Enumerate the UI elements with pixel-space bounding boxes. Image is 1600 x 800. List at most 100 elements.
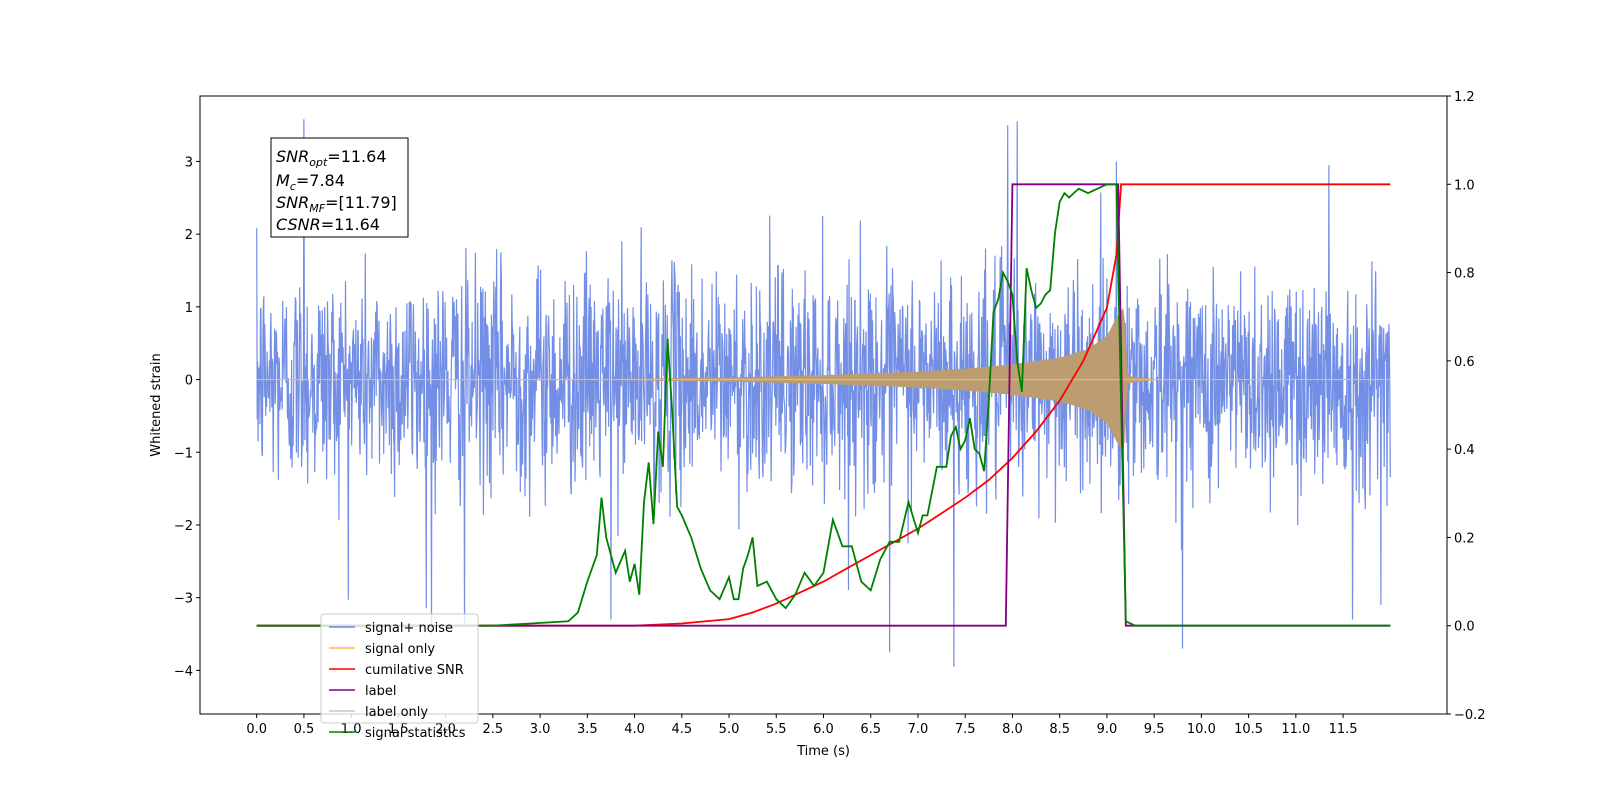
legend-entry: label bbox=[329, 684, 396, 699]
y-tick: 2 bbox=[185, 228, 200, 243]
x-tick-label: 7.0 bbox=[908, 722, 929, 737]
legend-entry: label only bbox=[329, 705, 428, 720]
y-tick: 3 bbox=[185, 155, 200, 170]
x-axis-label: Time (s) bbox=[796, 744, 850, 759]
legend-label: signal+ noise bbox=[365, 621, 453, 636]
y2-tick: 0.8 bbox=[1447, 267, 1475, 282]
y2-tick-label: 0.2 bbox=[1454, 531, 1475, 546]
legend-label: signal statistics bbox=[365, 726, 466, 741]
x-tick: 7.5 bbox=[955, 714, 976, 737]
legend-label: cumilative SNR bbox=[365, 663, 464, 678]
y-tick-label: 2 bbox=[185, 228, 193, 243]
x-tick: 11.5 bbox=[1329, 714, 1358, 737]
x-tick: 8.5 bbox=[1049, 714, 1070, 737]
y-tick: −2 bbox=[174, 519, 200, 534]
x-tick: 3.5 bbox=[577, 714, 598, 737]
series-signal-statistics bbox=[256, 183, 1391, 627]
x-tick-label: 0.5 bbox=[294, 722, 315, 737]
x-tick: 8.0 bbox=[1002, 714, 1023, 737]
x-tick: 4.0 bbox=[624, 714, 645, 737]
x-tick: 6.5 bbox=[860, 714, 881, 737]
y-tick-label: −4 bbox=[174, 664, 193, 679]
annotation-snr-opt: SNRopt=11.64 bbox=[276, 147, 387, 169]
x-tick: 9.0 bbox=[1097, 714, 1118, 737]
x-tick: 2.5 bbox=[483, 714, 504, 737]
x-tick-label: 10.0 bbox=[1187, 722, 1216, 737]
y2-tick-label: −0.2 bbox=[1454, 708, 1486, 723]
x-tick: 10.5 bbox=[1234, 714, 1263, 737]
x-tick-label: 10.5 bbox=[1234, 722, 1263, 737]
x-tick-label: 11.5 bbox=[1329, 722, 1358, 737]
x-tick-label: 6.5 bbox=[860, 722, 881, 737]
y2-tick-label: 0.0 bbox=[1454, 620, 1475, 635]
y-axis-right: 1.2 1.0 0.8 0.6 0.4 0.2 0.0 −0.2 bbox=[1447, 90, 1486, 723]
x-tick: 11.0 bbox=[1281, 714, 1310, 737]
x-tick-label: 3.5 bbox=[577, 722, 598, 737]
x-tick-label: 1.5 bbox=[388, 722, 409, 737]
annotation-box: SNRopt=11.64 Mc=7.84 SNRMF=[11.79] CSNR=… bbox=[270, 137, 409, 238]
legend-label: label only bbox=[365, 705, 428, 720]
x-tick-label: 9.5 bbox=[1144, 722, 1165, 737]
x-tick-label: 1.0 bbox=[341, 722, 362, 737]
y-tick: −3 bbox=[174, 592, 200, 607]
y2-tick: −0.2 bbox=[1447, 708, 1486, 723]
y-tick-label: 0 bbox=[185, 374, 193, 389]
annotation-snr-mf: SNRMF=[11.79] bbox=[276, 193, 397, 215]
legend-label: label bbox=[365, 684, 396, 699]
x-tick-label: 5.0 bbox=[719, 722, 740, 737]
y2-tick-label: 0.8 bbox=[1454, 267, 1475, 282]
x-tick: 5.5 bbox=[766, 714, 787, 737]
y-tick-label: 1 bbox=[185, 301, 193, 316]
x-tick: 6.0 bbox=[813, 714, 834, 737]
y-tick: 0 bbox=[185, 374, 200, 389]
y2-tick-label: 1.2 bbox=[1454, 90, 1475, 105]
x-tick-label: 5.5 bbox=[766, 722, 787, 737]
series-cumilative-snr bbox=[256, 183, 1391, 627]
annotation-mc: Mc=7.84 bbox=[276, 171, 345, 193]
y-axis-label: Whitened strain bbox=[149, 353, 164, 456]
x-tick-label: 2.5 bbox=[483, 722, 504, 737]
x-tick: 3.0 bbox=[530, 714, 550, 737]
y-tick-label: −1 bbox=[174, 446, 193, 461]
y-tick-label: 3 bbox=[185, 155, 193, 170]
x-tick-label: 8.5 bbox=[1049, 722, 1070, 737]
x-tick-label: 9.0 bbox=[1097, 722, 1118, 737]
x-tick-label: 4.5 bbox=[671, 722, 692, 737]
x-tick-label: 11.0 bbox=[1281, 722, 1310, 737]
x-tick-label: 6.0 bbox=[813, 722, 834, 737]
y2-tick: 0.0 bbox=[1447, 620, 1475, 635]
legend-frame bbox=[320, 613, 479, 724]
y2-tick: 0.6 bbox=[1447, 355, 1475, 370]
x-tick-label: 4.0 bbox=[624, 722, 645, 737]
y2-tick: 1.0 bbox=[1447, 178, 1475, 193]
x-tick: 7.0 bbox=[908, 714, 929, 737]
legend-entry: signal+ noise bbox=[329, 621, 453, 636]
y-tick-label: −3 bbox=[174, 592, 193, 607]
y-axis-left: 3 2 1 0 −1 −2 −3 −4 bbox=[174, 155, 200, 679]
plot-area bbox=[256, 119, 1391, 667]
annotation-csnr: CSNR=11.64 bbox=[276, 215, 380, 234]
y-tick-label: −2 bbox=[174, 519, 193, 534]
y2-tick-label: 0.6 bbox=[1454, 355, 1475, 370]
y2-tick-label: 1.0 bbox=[1454, 178, 1475, 193]
legend-label: signal only bbox=[365, 642, 435, 657]
legend: signal+ noise signal only cumilative SNR la… bbox=[320, 613, 479, 741]
legend-entry: cumilative SNR bbox=[329, 663, 464, 678]
y2-tick: 1.2 bbox=[1447, 90, 1475, 105]
x-tick-label: 8.0 bbox=[1002, 722, 1023, 737]
legend-entry: signal only bbox=[329, 642, 435, 657]
x-tick: 5.0 bbox=[719, 714, 740, 737]
series-signal-noise bbox=[256, 119, 1391, 667]
annotation-frame bbox=[270, 137, 409, 238]
y-tick: 1 bbox=[185, 301, 200, 316]
x-tick-label: 0.0 bbox=[246, 722, 267, 737]
y2-tick-label: 0.4 bbox=[1454, 443, 1475, 458]
x-tick: 9.5 bbox=[1144, 714, 1165, 737]
x-tick: 4.5 bbox=[671, 714, 692, 737]
y2-tick: 0.2 bbox=[1447, 531, 1475, 546]
x-tick: 0.5 bbox=[294, 714, 315, 737]
x-tick-label: 7.5 bbox=[955, 722, 976, 737]
y2-tick: 0.4 bbox=[1447, 443, 1475, 458]
y-tick: −1 bbox=[174, 446, 200, 461]
